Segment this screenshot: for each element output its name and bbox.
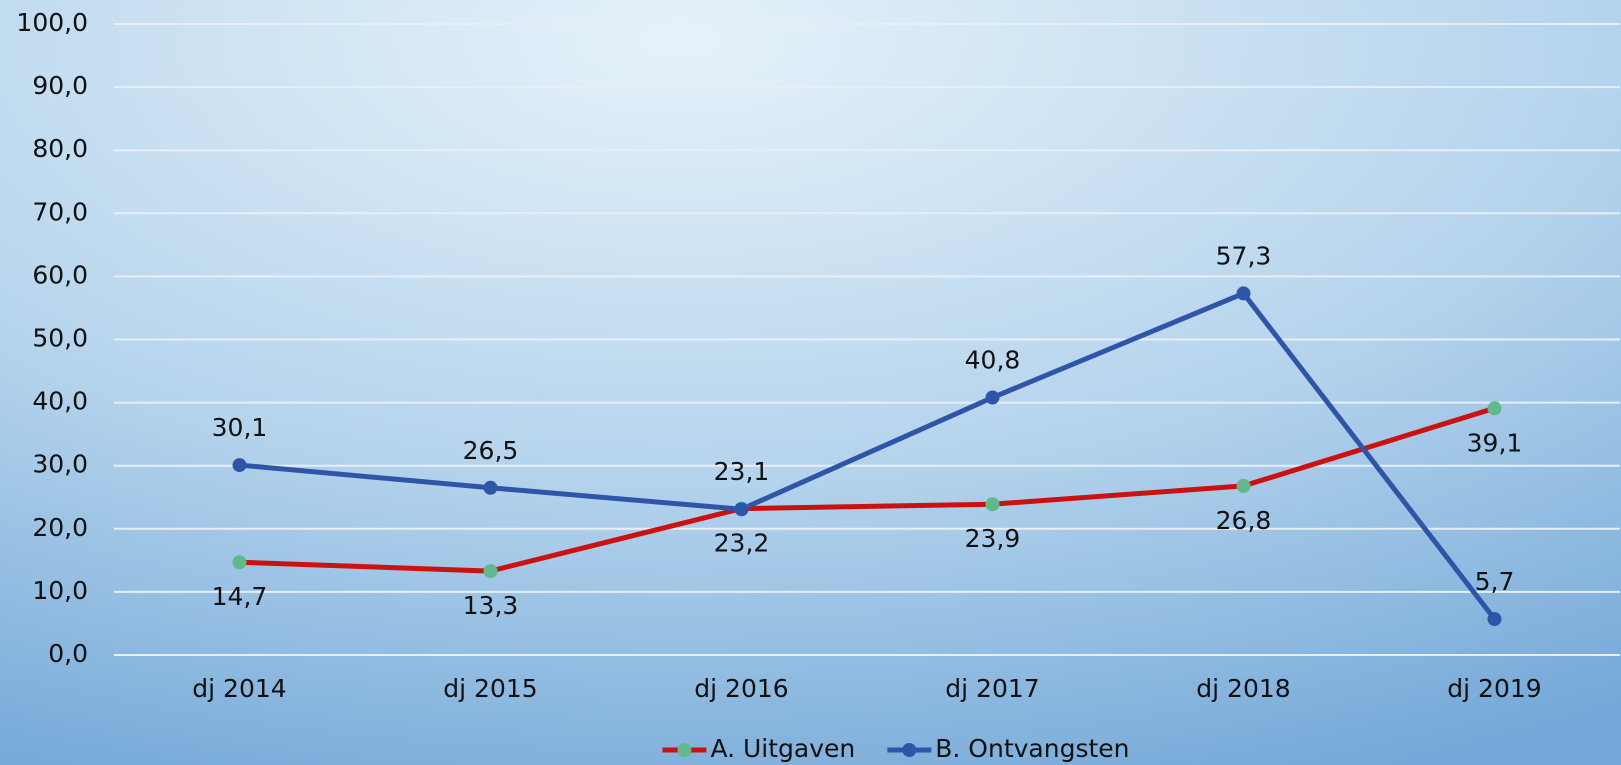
data-label: 13,3 <box>463 591 519 620</box>
data-label: 26,8 <box>1216 506 1272 535</box>
legend-label: A. Uitgaven <box>710 734 855 763</box>
point <box>1236 286 1251 301</box>
y-tick-label: 100,0 <box>16 8 88 37</box>
point <box>483 564 498 579</box>
data-label: 23,1 <box>714 457 770 486</box>
legend-marker <box>902 743 917 757</box>
point <box>1487 401 1502 416</box>
y-tick-label: 80,0 <box>32 134 88 163</box>
point <box>232 555 247 570</box>
y-tick-label: 50,0 <box>32 324 88 353</box>
legend-label: B. Ontvangsten <box>935 734 1129 763</box>
data-label: 5,7 <box>1475 567 1515 596</box>
y-tick-label: 70,0 <box>32 197 88 226</box>
y-tick-label: 30,0 <box>32 450 88 479</box>
series-line <box>239 290 1497 621</box>
x-tick-label: dj 2017 <box>945 674 1039 703</box>
x-tick-label: dj 2015 <box>443 674 537 703</box>
data-label: 23,2 <box>714 529 770 558</box>
y-tick-label: 90,0 <box>32 71 88 100</box>
point <box>985 390 1000 405</box>
y-tick-label: 10,0 <box>32 576 88 605</box>
data-label: 40,8 <box>965 346 1021 375</box>
y-tick-label: 0,0 <box>48 639 88 668</box>
point <box>1487 612 1502 627</box>
y-tick-label: 40,0 <box>32 387 88 416</box>
point <box>483 480 498 495</box>
data-label: 14,7 <box>212 582 268 611</box>
data-label: 30,1 <box>212 413 268 442</box>
y-tick-label: 60,0 <box>32 260 88 289</box>
point <box>232 458 247 473</box>
legend-marker <box>677 743 692 757</box>
point <box>1236 478 1251 493</box>
x-tick-label: dj 2018 <box>1196 674 1290 703</box>
point <box>734 502 749 517</box>
data-label: 57,3 <box>1216 241 1272 270</box>
x-tick-label: dj 2019 <box>1447 674 1541 703</box>
data-label: 26,5 <box>463 436 519 465</box>
x-tick-label: dj 2016 <box>694 674 788 703</box>
point <box>985 497 1000 512</box>
data-label: 23,9 <box>965 524 1021 553</box>
data-label: 39,1 <box>1467 428 1523 457</box>
x-tick-label: dj 2014 <box>192 674 286 703</box>
y-tick-label: 20,0 <box>32 513 88 542</box>
series-line <box>239 405 1496 574</box>
